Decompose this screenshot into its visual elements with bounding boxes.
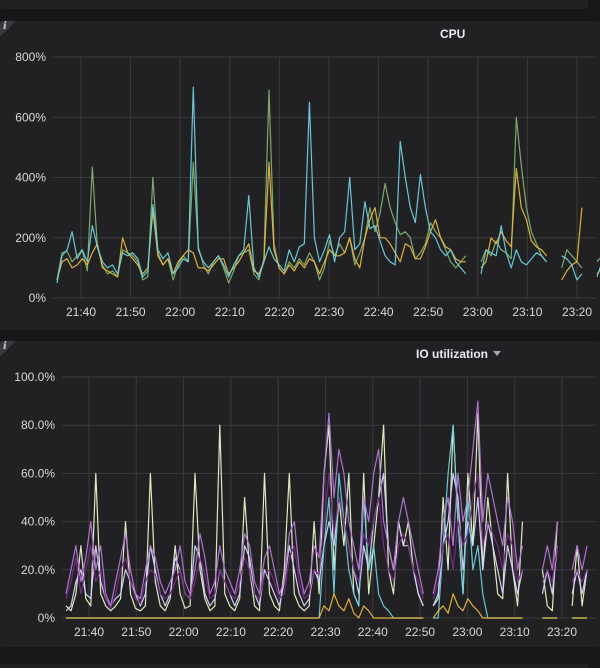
x-tick-label: 22:40 bbox=[364, 305, 394, 319]
y-tick-label: 100.0% bbox=[14, 370, 55, 384]
x-tick-label: 23:00 bbox=[452, 625, 482, 639]
panel-title-text: CPU bbox=[440, 27, 466, 41]
x-tick-label: 22:50 bbox=[413, 305, 443, 319]
series-line[interactable] bbox=[66, 593, 587, 619]
next-panel-edge bbox=[0, 661, 600, 668]
series-line[interactable] bbox=[65, 400, 588, 607]
x-tick-label: 22:30 bbox=[310, 625, 340, 639]
io-utilization-panel: i IO utilization 0% 20.0% 40.0% 60.0% 80.0% 1… bbox=[0, 341, 600, 647]
x-tick-label: 22:20 bbox=[263, 625, 293, 639]
x-tick-label: 22:40 bbox=[358, 625, 388, 639]
x-tick-label: 22:10 bbox=[215, 305, 245, 319]
panel-title[interactable]: CPU bbox=[440, 27, 465, 41]
y-tick-label: 400% bbox=[15, 171, 46, 185]
y-tick-label: 0% bbox=[29, 291, 47, 305]
x-tick-label: 22:00 bbox=[165, 305, 195, 319]
x-tick-label: 23:20 bbox=[547, 625, 577, 639]
x-tick-label: 23:00 bbox=[463, 305, 493, 319]
y-tick-label: 80.0% bbox=[21, 418, 55, 432]
y-tick-label: 800% bbox=[15, 50, 46, 64]
x-tick-label: 22:50 bbox=[405, 625, 435, 639]
x-tick-label: 22:10 bbox=[216, 625, 246, 639]
panel-title-text: IO utilization bbox=[416, 347, 488, 361]
io-utilization-chart[interactable]: 0% 20.0% 40.0% 60.0% 80.0% 100.0% 21:40 21:50 22… bbox=[0, 341, 600, 647]
x-tick-label: 21:40 bbox=[74, 625, 104, 639]
x-tick-label: 21:40 bbox=[66, 305, 96, 319]
y-tick-label: 20.0% bbox=[21, 563, 55, 577]
x-tick-label: 22:00 bbox=[169, 625, 199, 639]
cpu-panel: i CPU 0% 200% 400% 600% 800% 21:40 21:50 22:00 2… bbox=[0, 21, 600, 330]
chevron-down-icon[interactable] bbox=[493, 351, 501, 357]
x-tick-label: 22:30 bbox=[314, 305, 344, 319]
y-tick-label: 200% bbox=[15, 231, 46, 245]
series-line[interactable] bbox=[65, 472, 588, 612]
y-tick-label: 40.0% bbox=[21, 515, 55, 529]
x-tick-label: 22:20 bbox=[264, 305, 294, 319]
panel-title[interactable]: IO utilization bbox=[416, 347, 501, 361]
panel-info-icon[interactable]: i bbox=[0, 341, 16, 357]
x-tick-label: 21:50 bbox=[121, 625, 151, 639]
y-tick-label: 60.0% bbox=[21, 466, 55, 480]
series-line[interactable] bbox=[56, 86, 600, 284]
x-tick-label: 23:10 bbox=[500, 625, 530, 639]
y-tick-label: 600% bbox=[15, 110, 46, 124]
x-tick-label: 21:50 bbox=[116, 305, 146, 319]
x-tick-label: 23:20 bbox=[562, 305, 592, 319]
x-tick-label: 23:10 bbox=[512, 305, 542, 319]
y-tick-label: 0% bbox=[38, 611, 56, 625]
cpu-chart[interactable]: 0% 200% 400% 600% 800% 21:40 21:50 22:00 22:10 22… bbox=[0, 21, 600, 330]
panel-info-icon[interactable]: i bbox=[0, 21, 16, 37]
previous-panel-edge bbox=[0, 0, 600, 20]
series-line[interactable] bbox=[65, 472, 588, 609]
